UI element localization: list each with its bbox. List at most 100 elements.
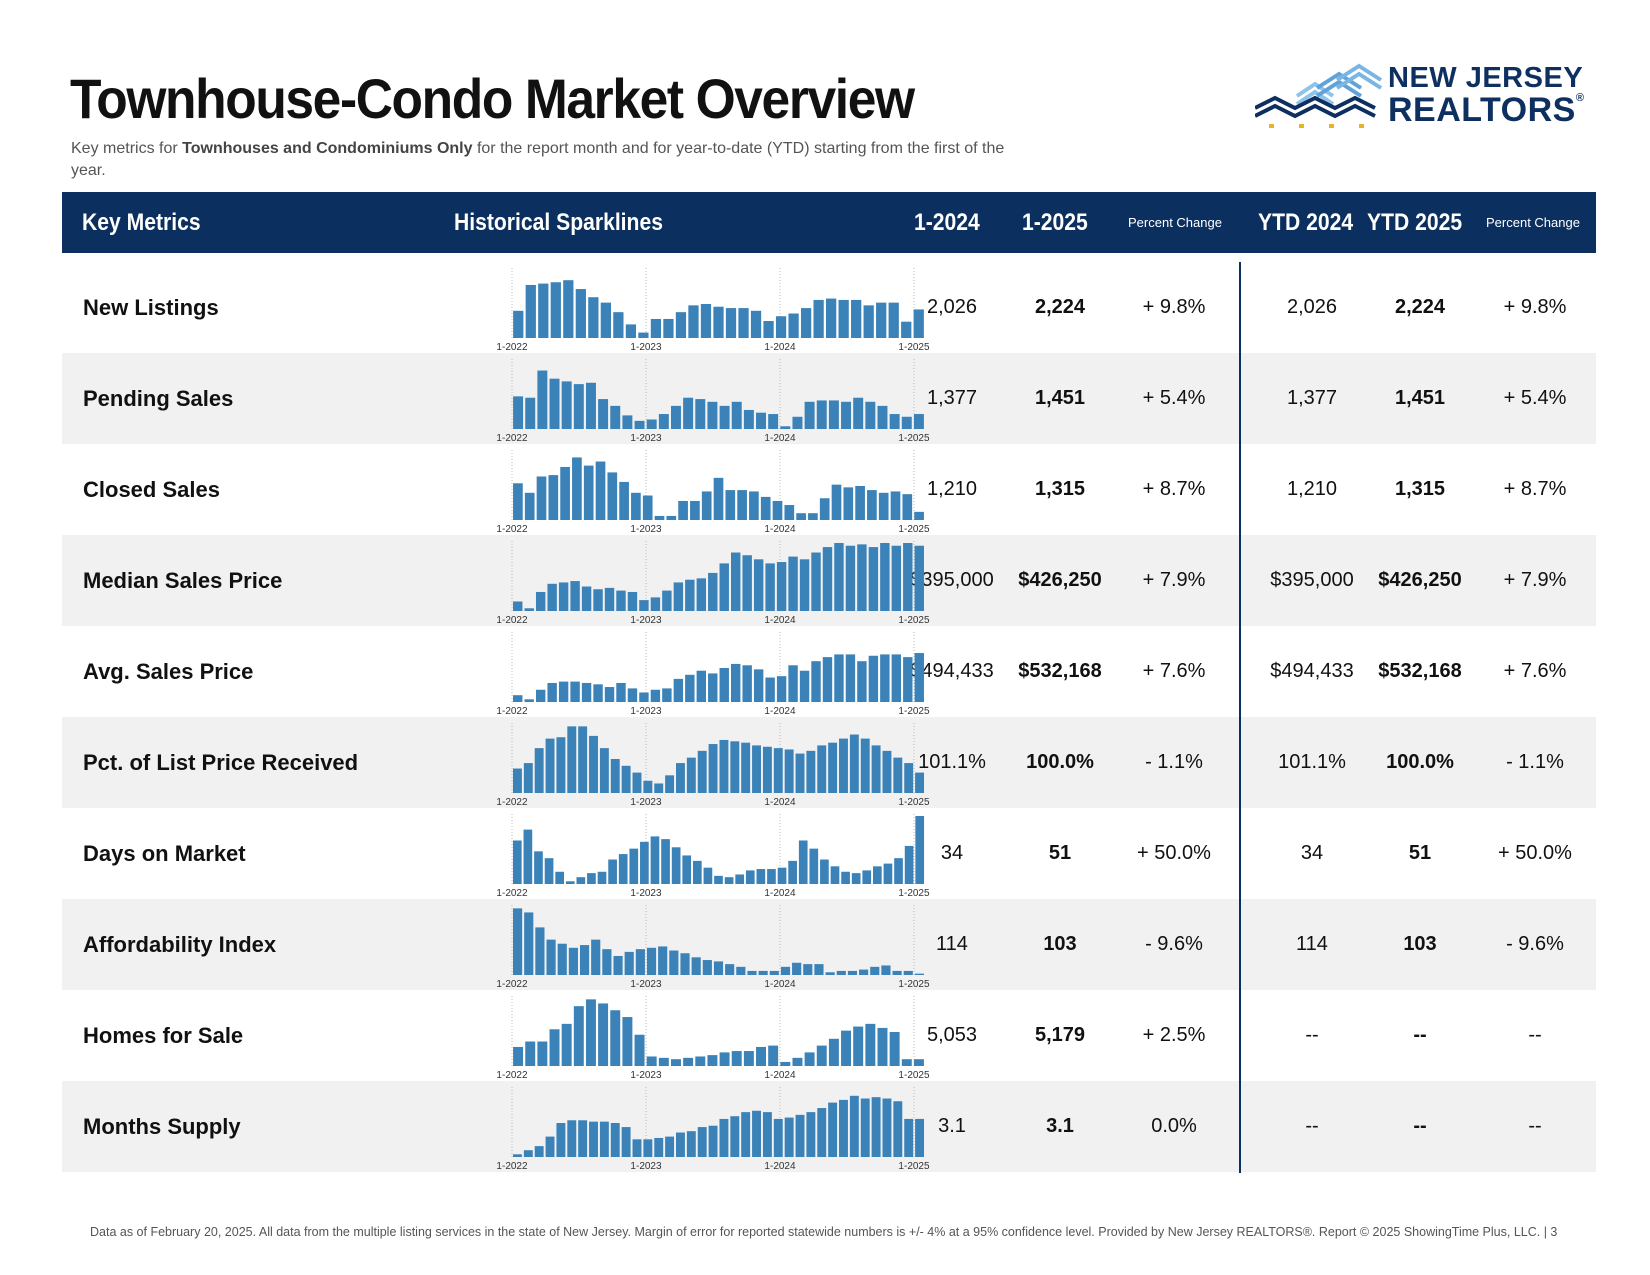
sparkline-bar xyxy=(768,414,779,429)
sparkline-bar xyxy=(573,1006,584,1066)
sparkline-bar xyxy=(788,665,798,702)
sparkline-bar xyxy=(683,1057,694,1066)
sparkline-bar xyxy=(892,970,902,975)
value-ytd-2024: 101.1% xyxy=(1278,751,1346,773)
sparkline-bar xyxy=(701,491,712,520)
sparkline-bar xyxy=(589,735,598,793)
sparkline-bar xyxy=(845,654,856,702)
sparkline-bar xyxy=(686,757,696,793)
sparkline-axis-label: 1-2022 xyxy=(496,615,528,626)
sparkline-bar xyxy=(862,870,872,884)
sparkline-chart: 1-2022 1-2023 1-2024 1-2025 xyxy=(496,541,930,626)
sparkline-bar xyxy=(686,1131,696,1157)
sparkline-bar xyxy=(708,673,718,702)
sparkline-bar xyxy=(593,589,603,611)
metric-label: Closed Sales xyxy=(83,477,220,502)
sparkline-bar xyxy=(634,420,645,429)
sparkline-bar xyxy=(588,297,599,338)
value-ytd-2024: $395,000 xyxy=(1270,569,1354,591)
sparkline-bar xyxy=(773,1118,783,1157)
sparkline-chart: 1-2022 1-2023 1-2024 1-2025 xyxy=(496,723,930,808)
sparkline-bar xyxy=(524,492,535,520)
value-1-2024: 114 xyxy=(936,933,968,955)
value-ytd-2025: 51 xyxy=(1408,842,1432,864)
sparkline-bar xyxy=(513,1046,524,1066)
col-1-2024: 1-2024 xyxy=(914,209,980,236)
sparkline-bar xyxy=(654,783,664,793)
col-ytd-percent-change: Percent Change xyxy=(1486,215,1580,230)
sparkline-axis-label: 1-2023 xyxy=(630,433,662,444)
sparkline-bar xyxy=(851,873,861,884)
sparkline-bar xyxy=(853,1026,864,1066)
sparkline-bar xyxy=(851,299,862,338)
table-row: Months Supply 3.1 3.1 0.0% -- -- -- 1-2022 1-202… xyxy=(62,1081,1596,1172)
sparkline-bar xyxy=(749,491,759,520)
sparkline-bar xyxy=(860,1098,870,1157)
sparkline-bar xyxy=(788,313,799,338)
sparkline-bar xyxy=(731,552,741,611)
sparkline-bar xyxy=(825,972,835,975)
sparkline-bar xyxy=(845,545,856,611)
sparkline-bar xyxy=(549,1029,560,1066)
sparkline-bar xyxy=(627,591,638,611)
sparkline-bar xyxy=(547,682,557,702)
sparkline-bar xyxy=(719,563,729,611)
sparkline-bar xyxy=(891,545,902,611)
sparkline-bar xyxy=(661,839,670,884)
metric-label: Pct. of List Price Received xyxy=(83,750,359,775)
sparkline-bar xyxy=(719,405,730,429)
sparkline-bar xyxy=(903,543,913,611)
sparkline-bar xyxy=(792,416,803,429)
sparkline-bar xyxy=(616,590,626,611)
sparkline-bar xyxy=(724,877,734,884)
sparkline-bar xyxy=(556,1123,566,1157)
value-ytd-percent-change: + 9.8% xyxy=(1503,296,1567,318)
sparkline-bar xyxy=(762,1112,772,1157)
sparkline-bar xyxy=(646,1056,657,1066)
sparkline-bar xyxy=(871,1097,881,1157)
sparkline-bar xyxy=(756,869,766,884)
sparkline-bar xyxy=(513,695,523,702)
sparkline-bar xyxy=(741,742,751,793)
sparkline-bar xyxy=(819,498,830,520)
sparkline-bar xyxy=(913,1059,924,1066)
sparkline-bar xyxy=(889,414,900,429)
sparkline-bar xyxy=(834,543,844,611)
sparkline-chart: 1-2022 1-2023 1-2024 1-2025 xyxy=(496,905,930,990)
sparkline-bar xyxy=(883,863,893,884)
sparkline-bar xyxy=(599,1121,609,1157)
sparkline-bar xyxy=(811,552,821,611)
ytd-divider xyxy=(1239,262,1241,1173)
sparkline-bar xyxy=(838,299,849,338)
sparkline-bar xyxy=(890,491,901,520)
sparkline-axis-label: 1-2024 xyxy=(764,979,796,990)
sparkline-bar xyxy=(583,465,594,520)
sparkline-bar xyxy=(613,955,623,975)
sparkline-bar xyxy=(741,1112,751,1157)
sparkline-bar xyxy=(570,681,580,702)
sparkline-bar xyxy=(888,302,899,338)
sparkline-axis-label: 1-2023 xyxy=(630,524,662,535)
table-row: Closed Sales 1,210 1,315 + 8.7% 1,210 1,315 + … xyxy=(62,444,1596,535)
sparkline-bar xyxy=(877,405,888,429)
sparkline-bar xyxy=(662,688,672,702)
sparkline-bar xyxy=(914,545,924,611)
value-ytd-percent-change: + 7.9% xyxy=(1503,569,1567,591)
sparkline-bar xyxy=(756,412,766,429)
sparkline-bar xyxy=(776,562,787,611)
sparkline-bar xyxy=(769,970,779,975)
sparkline-axis-label: 1-2023 xyxy=(630,888,662,899)
sparkline-bar xyxy=(743,1051,754,1066)
sparkline-bar xyxy=(882,1098,892,1157)
sparkline-chart: 1-2022 1-2023 1-2024 1-2025 xyxy=(496,268,930,353)
sparkline-bar xyxy=(773,748,783,793)
sparkline-bar xyxy=(525,284,536,338)
subtitle-bold-text: Townhouses and Condominiums Only xyxy=(182,140,473,157)
sparkline-bar xyxy=(561,1023,572,1066)
sparkline-axis-label: 1-2025 xyxy=(898,615,930,626)
sparkline-bar xyxy=(878,492,889,520)
sparkline-bar xyxy=(804,1052,815,1066)
sparkline-bar xyxy=(524,912,534,975)
value-ytd-2024: 1,377 xyxy=(1286,387,1338,409)
sparkline-bar xyxy=(576,877,586,884)
